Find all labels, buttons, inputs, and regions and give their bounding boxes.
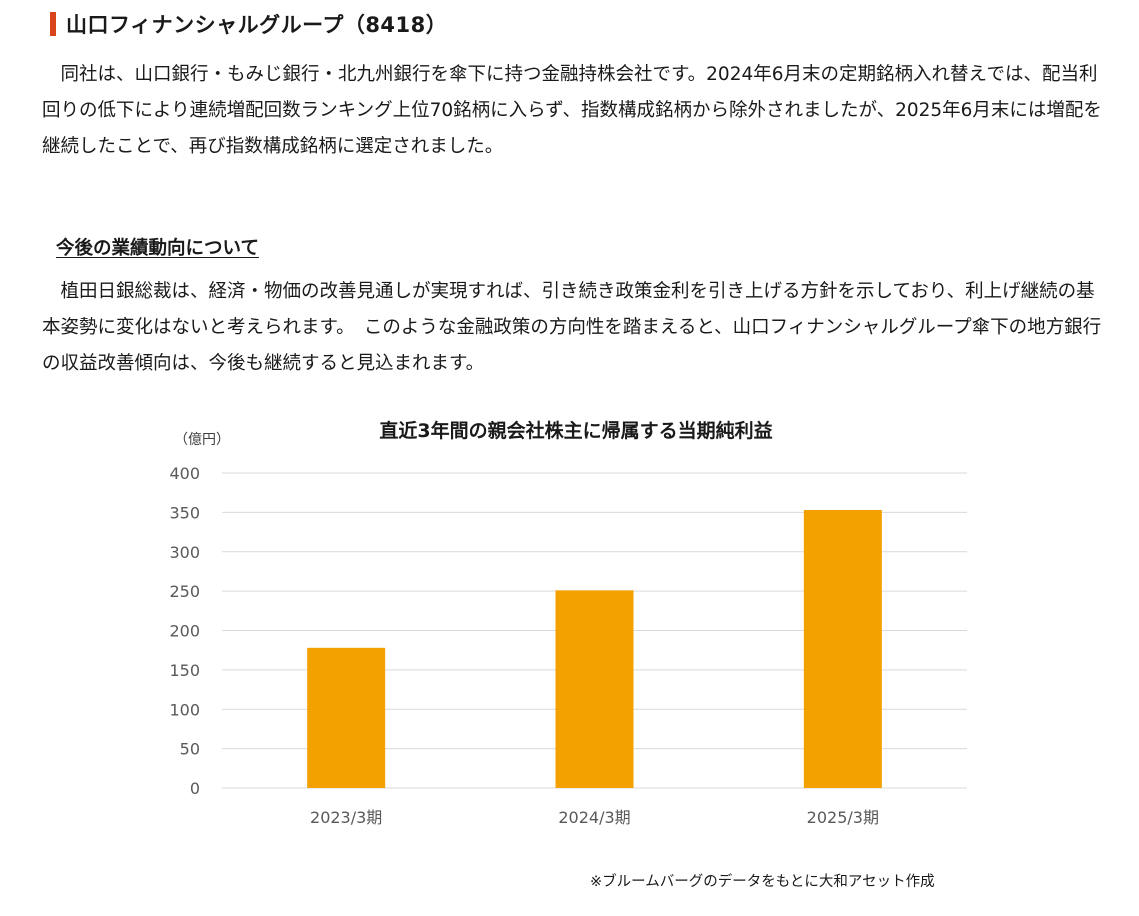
y-tick-label: 100	[169, 700, 200, 719]
y-tick-label: 300	[169, 543, 200, 562]
outlook-paragraph: 植田日銀総裁は、経済・物価の改善見通しが実現すれば、引き続き政策金利を引き上げる…	[42, 281, 1102, 374]
y-tick-label: 400	[169, 464, 200, 483]
y-axis-ticks: 0 50 100 150 200 250 300 350 400	[169, 464, 200, 798]
section-title: 山口フィナンシャルグループ（8418）	[50, 8, 447, 40]
x-tick-label: 2024/3期	[558, 808, 630, 827]
bar-2023/3期	[307, 647, 386, 788]
y-axis-unit-label: （億円）	[174, 432, 230, 448]
bars	[307, 510, 882, 788]
y-tick-label: 200	[169, 622, 200, 641]
y-tick-label: 350	[169, 503, 200, 522]
y-tick-label: 50	[180, 740, 200, 759]
bar-2024/3期	[555, 590, 634, 788]
bar-2025/3期	[803, 510, 882, 788]
section-title-text: 山口フィナンシャルグループ（8418）	[66, 13, 448, 37]
net-income-bar-chart: 直近3年間の親会社株主に帰属する当期純利益 （億円） 0 50 100 150 200 2…	[169, 419, 967, 827]
x-tick-label: 2025/3期	[807, 808, 879, 827]
outlook-heading: 今後の業績動向について	[56, 238, 259, 259]
title-accent-bar	[50, 12, 56, 36]
source-note: ※ブルームバーグのデータをもとに大和アセット作成	[590, 874, 935, 890]
chart-title: 直近3年間の親会社株主に帰属する当期純利益	[379, 419, 772, 442]
y-tick-label: 250	[169, 582, 200, 601]
y-tick-label: 0	[190, 779, 200, 798]
x-axis-labels: 2023/3期 2024/3期 2025/3期	[310, 808, 879, 827]
y-tick-label: 150	[169, 661, 200, 680]
x-tick-label: 2023/3期	[310, 808, 382, 827]
company-description: 同社は、山口銀行・もみじ銀行・北九州銀行を傘下に持つ金融持株会社です。2024年…	[42, 64, 1102, 157]
